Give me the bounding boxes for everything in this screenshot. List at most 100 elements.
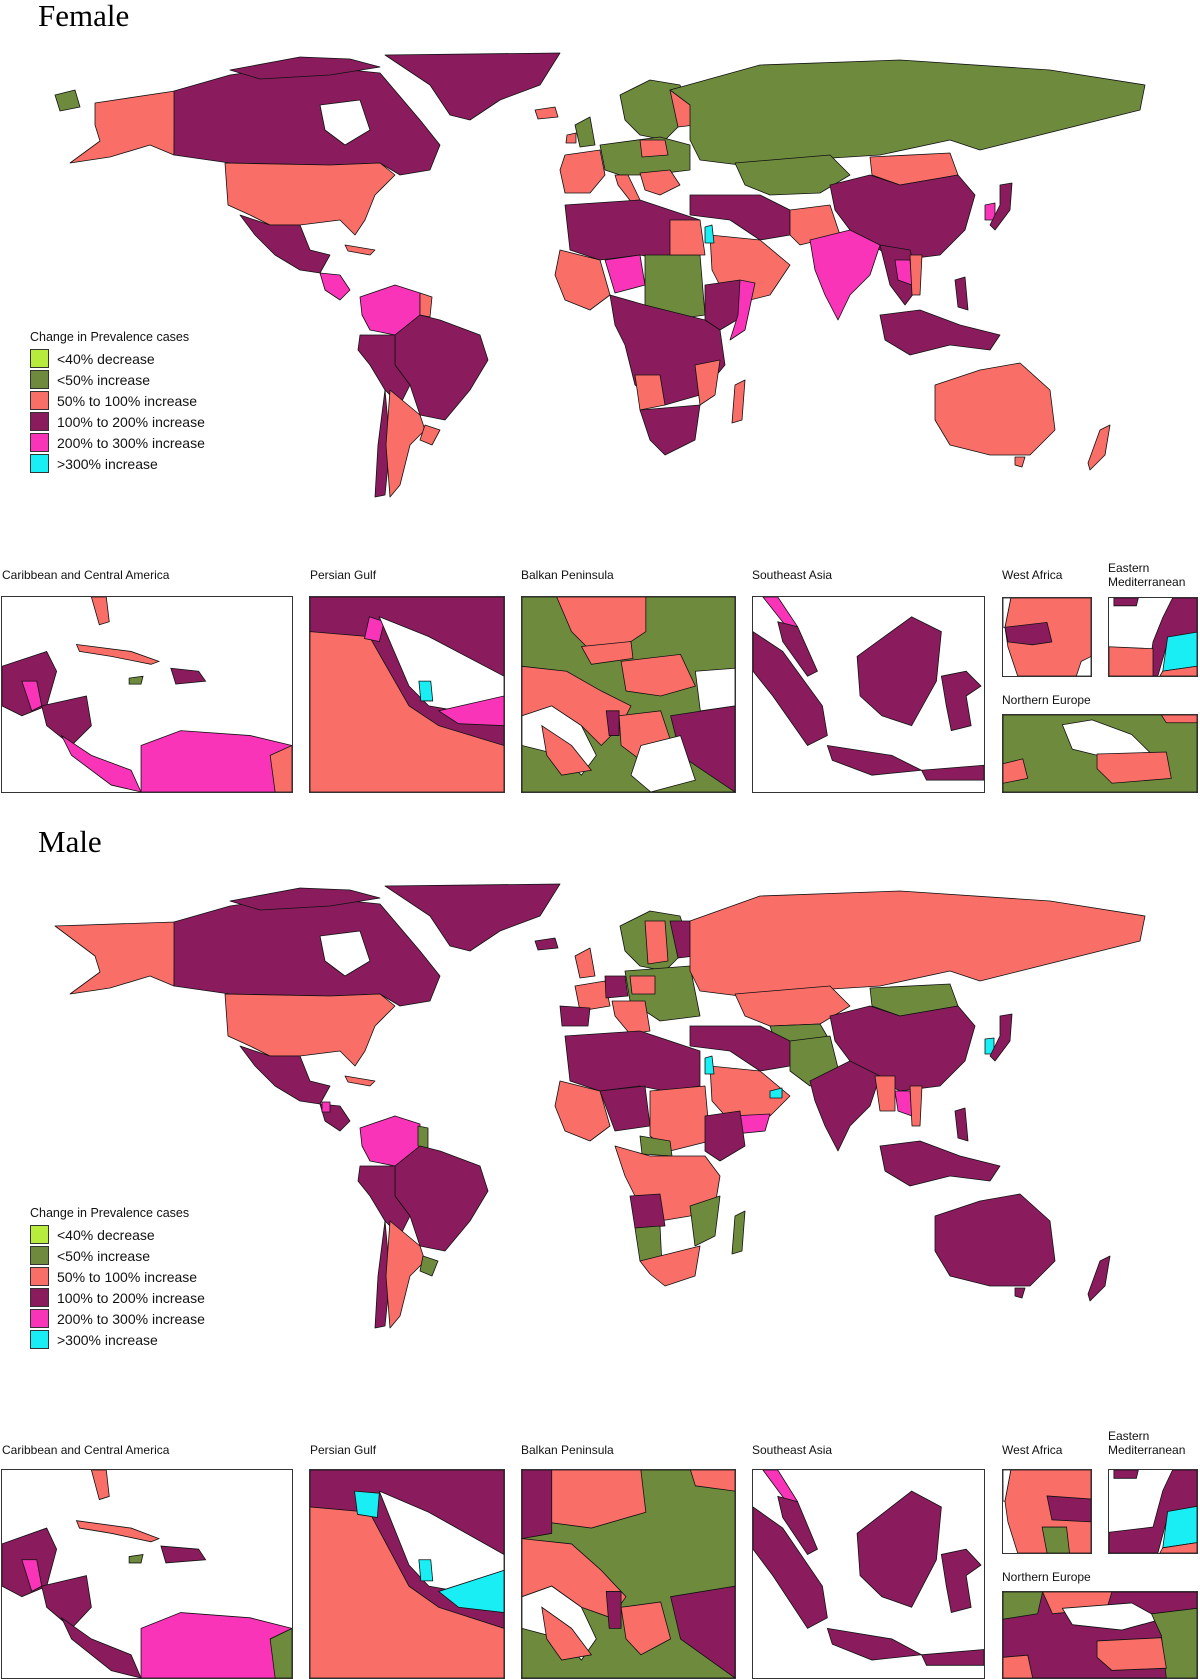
world-map-male (54, 883, 1146, 1329)
legend-label: >300% increase (57, 1331, 158, 1348)
inset-title-persian-gulf: Persian Gulf (310, 568, 377, 582)
australia (934, 1193, 1056, 1287)
legend-item: <50% increase (30, 1245, 205, 1266)
swatch-gt300 (30, 1330, 49, 1349)
inset-east-med (1108, 1469, 1198, 1554)
legend-label: 50% to 100% increase (57, 1268, 198, 1285)
legend-label: 200% to 300% increase (57, 434, 205, 451)
russia (689, 890, 1146, 997)
india (809, 229, 881, 321)
inset-title-balkan: Balkan Peninsula (521, 568, 614, 582)
madagascar (731, 1210, 746, 1255)
south-africa (639, 1245, 701, 1287)
hudson-bay (319, 930, 371, 977)
germany (604, 975, 629, 999)
inset-title-persian-gulf: Persian Gulf (310, 1443, 377, 1457)
inset-title-se-asia: Southeast Asia (752, 568, 833, 582)
swatch-50-100 (30, 1267, 49, 1286)
legend-label: 100% to 200% increase (57, 413, 205, 430)
inset-title-west-africa: West Africa (1002, 568, 1063, 582)
jordan (704, 224, 715, 244)
female-panel: Female (0, 0, 1200, 800)
swatch-200-300 (30, 1309, 49, 1328)
chad-sudan (649, 1085, 711, 1152)
philippines (954, 1107, 969, 1142)
argentina (385, 389, 426, 498)
inset-title-caribbean: Caribbean and Central America (2, 1443, 170, 1457)
inset-title-west-africa: West Africa (1002, 1443, 1063, 1457)
north-africa (564, 1030, 701, 1092)
central-america (319, 272, 351, 301)
mexico (239, 214, 331, 274)
indonesia (879, 309, 1001, 356)
inset-west-africa (1002, 1469, 1092, 1554)
inset-title-east-med-line1: Eastern (1108, 561, 1150, 575)
cuba (344, 1075, 376, 1087)
canada-islands (229, 56, 381, 80)
usa (224, 162, 396, 236)
inset-title-east-med: Eastern Mediterranean (1108, 561, 1185, 589)
swatch-100-200 (30, 1288, 49, 1307)
egypt (669, 219, 706, 256)
uae (769, 1087, 783, 1099)
swatch-200-300 (30, 433, 49, 452)
jordan (704, 1055, 715, 1075)
thailand (894, 1090, 913, 1117)
uruguay (419, 1255, 439, 1277)
inset-se-asia (752, 1469, 985, 1679)
legend-item: 100% to 200% increase (30, 411, 205, 432)
inset-title-east-med: Eastern Mediterranean (1108, 1429, 1185, 1457)
legend-item: >300% increase (30, 1329, 205, 1350)
inset-title-east-med-line1: Eastern (1108, 1429, 1150, 1443)
ethiopia (704, 279, 746, 331)
guyana (419, 292, 433, 318)
uk (574, 947, 596, 979)
legend-item: 200% to 300% increase (30, 432, 205, 453)
philippines (954, 276, 969, 311)
swatch-lt50 (30, 1246, 49, 1265)
inset-balkan (521, 596, 736, 793)
inset-title-northern-europe: Northern Europe (1002, 693, 1091, 707)
inset-title-caribbean: Caribbean and Central America (2, 568, 170, 582)
legend-item: >300% increase (30, 453, 205, 474)
legend-label: 200% to 300% increase (57, 1310, 205, 1327)
inset-se-asia (752, 596, 985, 793)
legend-label: <40% decrease (57, 350, 155, 367)
indonesia (879, 1140, 1001, 1187)
legend-item: 100% to 200% increase (30, 1287, 205, 1308)
iceland (534, 106, 559, 120)
inset-title-east-med-line2: Mediterranean (1108, 575, 1186, 589)
brazil (394, 314, 489, 421)
legend-label: <40% decrease (57, 1226, 155, 1243)
swatch-lt50 (30, 370, 49, 389)
canada-islands (229, 887, 381, 911)
male-panel: Male (0, 824, 1200, 1679)
legend-item: <40% decrease (30, 348, 205, 369)
inset-balkan (521, 1469, 736, 1679)
alaska-us (54, 921, 176, 995)
inset-title-northern-europe: Northern Europe (1002, 1570, 1091, 1584)
inset-title-east-med-line2: Mediterranean (1108, 1443, 1186, 1457)
mexico (239, 1045, 331, 1105)
inset-caribbean (1, 596, 293, 793)
iceland (534, 937, 559, 951)
inset-northern-europe (1002, 714, 1198, 793)
france-iberia (559, 149, 606, 194)
legend-item: 50% to 100% increase (30, 1266, 205, 1287)
legend-item: <40% decrease (30, 1224, 205, 1245)
inset-persian-gulf (309, 596, 505, 793)
india (809, 1060, 881, 1152)
swatch-gt300 (30, 454, 49, 473)
legend-title: Change in Prevalence cases (30, 330, 190, 344)
legend-label: <50% increase (57, 1247, 151, 1264)
brazil (394, 1145, 489, 1252)
madagascar (731, 379, 746, 424)
legend-label: >300% increase (57, 455, 158, 472)
tasmania (1014, 1287, 1026, 1299)
swatch-50-100 (30, 391, 49, 410)
kazakhstan (734, 154, 851, 196)
inset-west-africa (1002, 597, 1092, 677)
russia (669, 59, 1146, 166)
panel-title-male: Male (38, 824, 102, 859)
poland (629, 975, 656, 995)
